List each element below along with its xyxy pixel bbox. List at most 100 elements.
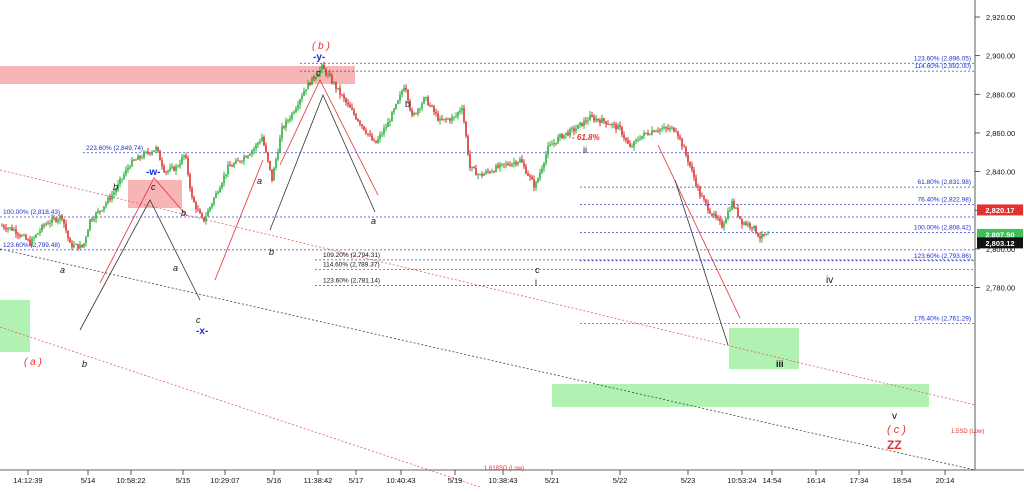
candle-body — [579, 122, 581, 125]
candle-body — [147, 151, 149, 153]
candle-body — [573, 128, 575, 132]
wave-label-iv: iv — [826, 275, 833, 286]
candle-body — [525, 166, 527, 174]
candle-body — [597, 118, 599, 121]
candle-body — [655, 130, 657, 132]
candle-body — [141, 157, 143, 159]
candle-body — [563, 134, 565, 139]
candle-body — [717, 217, 719, 219]
candle-body — [607, 124, 609, 125]
wave-label-b-4: b — [82, 359, 87, 369]
candle-body — [471, 166, 473, 168]
candle-body — [245, 156, 247, 158]
wave-label-b-2: b — [269, 247, 274, 257]
fib-level-label: 109.20% (2,794.31) — [323, 252, 380, 259]
wave-label-b-1: b — [405, 99, 410, 109]
price-tag-box — [977, 204, 1023, 216]
candle-body — [679, 136, 681, 139]
candle-body — [657, 130, 659, 132]
y-tick-label: 2,920.00 — [986, 13, 1015, 22]
candle-body — [497, 165, 499, 168]
candle-body — [69, 237, 71, 243]
candle-body — [443, 118, 445, 120]
candle-body — [595, 118, 597, 121]
candle-body — [253, 148, 255, 151]
wave-red-line-4 — [657, 144, 741, 319]
candle-body — [227, 164, 229, 175]
candle-body — [171, 166, 173, 168]
candle-body — [535, 182, 537, 188]
candle-body — [233, 163, 235, 167]
candle-body — [727, 211, 729, 219]
candle-body — [641, 135, 643, 139]
candle-body — [31, 238, 33, 246]
candle-body — [621, 127, 623, 136]
candle-body — [243, 156, 245, 162]
candle-body — [391, 111, 393, 122]
candle-body — [173, 166, 175, 171]
candle-body — [83, 243, 85, 247]
x-tick-label: 5/15 — [176, 476, 191, 485]
candle-body — [703, 196, 705, 200]
wave-red-line-3 — [279, 79, 379, 196]
candle-body — [183, 155, 185, 158]
candle-body — [51, 217, 53, 223]
candle-body — [745, 222, 747, 225]
candle-body — [307, 82, 309, 90]
candle-body — [105, 202, 107, 207]
candle-body — [257, 142, 259, 145]
candle-body — [135, 159, 137, 161]
candle-body — [423, 97, 425, 104]
candle-body — [749, 223, 751, 228]
candle-body — [425, 96, 427, 98]
x-tick-label: 17:34 — [850, 476, 869, 485]
candle-body — [665, 127, 667, 129]
candle-body — [205, 216, 207, 222]
candle-body — [591, 115, 593, 117]
candle-body — [159, 151, 161, 161]
candle-body — [767, 233, 769, 235]
candle-body — [285, 120, 287, 128]
candle-body — [63, 218, 65, 224]
candle-body — [61, 215, 63, 219]
candle-body — [93, 218, 95, 221]
candle-body — [635, 139, 637, 142]
candle-body — [305, 89, 307, 92]
candle-body — [755, 225, 757, 234]
candle-body — [647, 133, 649, 135]
candle-body — [493, 171, 495, 173]
candle-body — [583, 120, 585, 126]
candle-body — [309, 82, 311, 86]
candle-body — [701, 196, 703, 198]
candle-body — [669, 127, 671, 130]
candle-body — [685, 147, 687, 155]
x-tick-label: 5/22 — [613, 476, 628, 485]
candle-body — [729, 209, 731, 212]
wave-label-iii: iii — [776, 359, 784, 369]
candle-body — [181, 157, 183, 164]
candle-body — [485, 171, 487, 174]
candle-body — [637, 139, 639, 141]
candle-body — [379, 134, 381, 139]
wave-label-v: v — [892, 411, 897, 422]
candle-body — [619, 125, 621, 128]
candle-body — [539, 172, 541, 179]
candle-body — [85, 236, 87, 244]
candle-body — [315, 76, 317, 79]
candle-body — [487, 171, 489, 172]
candle-body — [329, 74, 331, 76]
candle-body — [261, 137, 263, 142]
candle-body — [575, 128, 577, 132]
candle-body — [133, 159, 135, 161]
candle-body — [483, 173, 485, 176]
candle-body — [207, 210, 209, 217]
candle-body — [53, 217, 55, 219]
candle-body — [445, 118, 447, 120]
candle-body — [65, 223, 67, 231]
candle-body — [537, 178, 539, 183]
zone-b-top — [0, 66, 355, 84]
candle-body — [321, 64, 323, 70]
candle-body — [333, 82, 335, 84]
candle-body — [417, 109, 419, 114]
candle-body — [347, 102, 349, 105]
